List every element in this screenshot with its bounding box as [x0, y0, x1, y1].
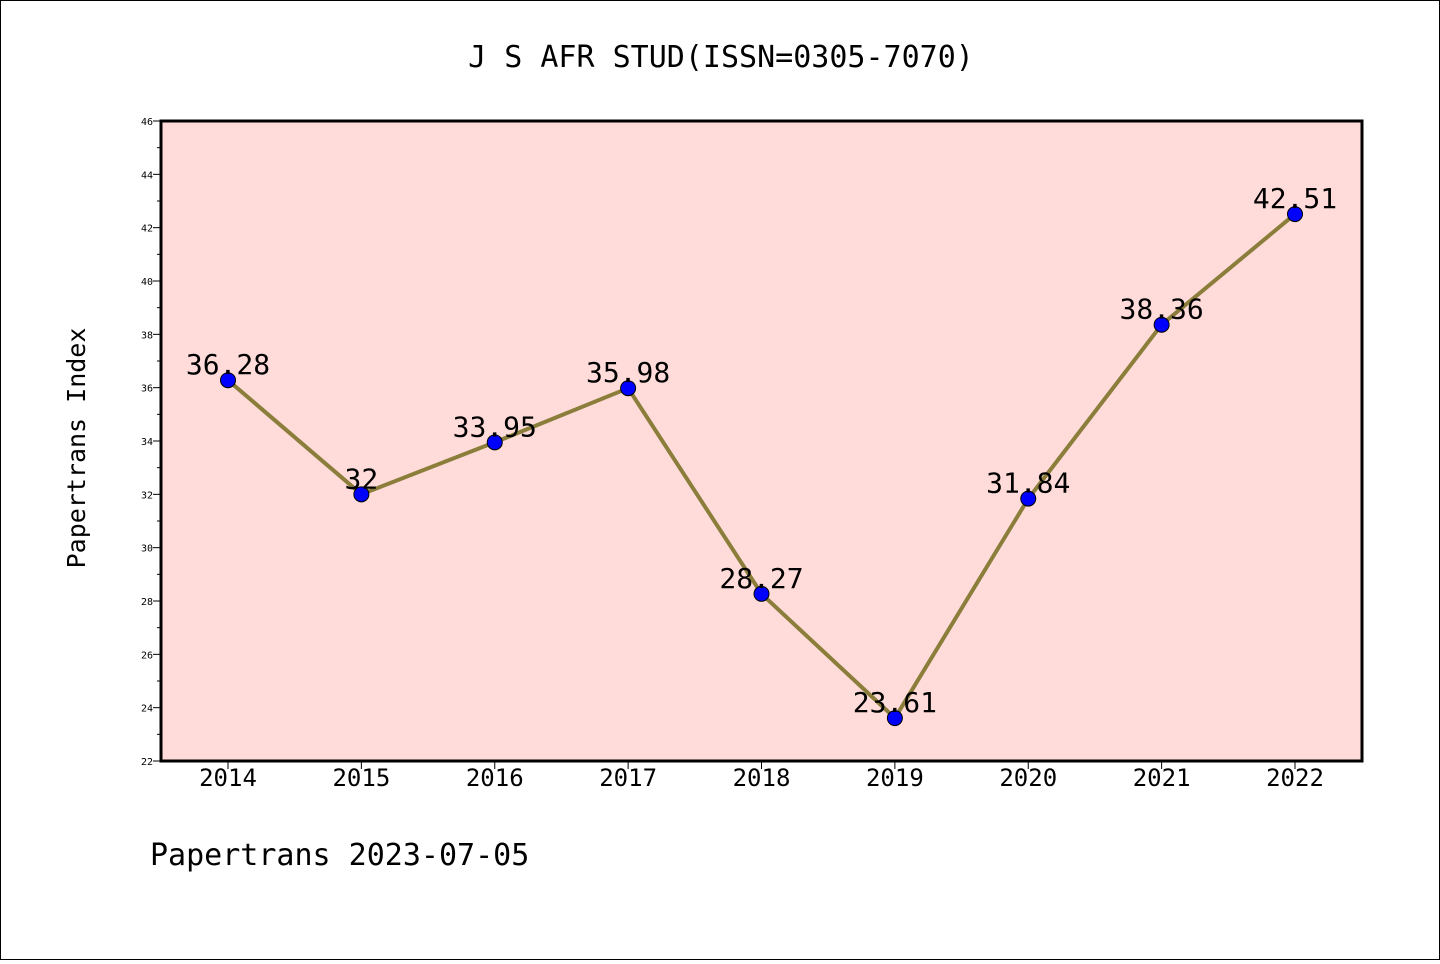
x-tick-label: 2021	[1133, 764, 1191, 792]
data-point	[486, 434, 503, 451]
data-label: 28.27	[719, 562, 803, 595]
x-tick-label: 2022	[1266, 764, 1324, 792]
footer-date-label: Papertrans 2023-07-05	[150, 838, 529, 873]
x-tick-label: 2018	[733, 764, 791, 792]
y-tick-label: 32	[141, 490, 153, 501]
data-point	[620, 380, 637, 397]
y-tick-label: 24	[141, 704, 153, 715]
series: 36.28 32 33.95 35.98 28.27 23.61 31.84 38.36 42.…	[186, 182, 1337, 727]
data-label: 38.36	[1119, 293, 1203, 326]
data-point	[1287, 206, 1303, 223]
y-tick-label: 34	[141, 437, 153, 448]
x-tick-label: 2014	[199, 764, 257, 792]
x-tick-label: 2017	[599, 764, 657, 792]
y-tick-label: 30	[141, 544, 153, 555]
data-label: 23.61	[853, 686, 937, 719]
y-tick-label: 22	[141, 757, 153, 768]
y-tick-label: 42	[141, 224, 153, 235]
y-tick-label: 40	[141, 277, 153, 288]
data-point	[1153, 316, 1170, 333]
data-label: 35.98	[586, 356, 670, 389]
y-tick-label: 46	[141, 117, 153, 128]
data-point	[1020, 490, 1037, 507]
chart-title: J S AFR STUD(ISSN=0305-7070)	[468, 40, 974, 75]
data-point	[753, 585, 770, 602]
y-tick-label: 28	[141, 597, 153, 608]
plot-area	[161, 121, 1362, 761]
x-tick-label: 2016	[466, 764, 524, 792]
data-point	[220, 372, 236, 389]
data-label: 33.95	[453, 410, 537, 443]
plot-border	[159, 119, 1364, 763]
y-tick-label: 26	[141, 650, 153, 661]
data-label: 32	[345, 462, 379, 495]
y-axis-label: Papertrans Index	[62, 328, 91, 569]
data-point	[353, 486, 370, 503]
x-tick-label: 2015	[332, 764, 390, 792]
x-tick-label: 2020	[999, 764, 1057, 792]
x-axis: 2014 2015 2016 2017 2018 2019 2020 2021 2022	[199, 761, 1324, 792]
data-label: 42.51	[1253, 182, 1337, 215]
data-point	[886, 710, 903, 727]
y-tick-label: 36	[141, 384, 153, 395]
y-axis: 22 24 26 28 30 32 34 36 38 40 42 44 46	[141, 117, 161, 768]
data-label: 36.28	[186, 348, 270, 381]
data-label: 31.84	[986, 467, 1070, 500]
x-tick-label: 2019	[866, 764, 924, 792]
y-tick-label: 38	[141, 330, 153, 341]
y-tick-label: 44	[141, 170, 153, 181]
